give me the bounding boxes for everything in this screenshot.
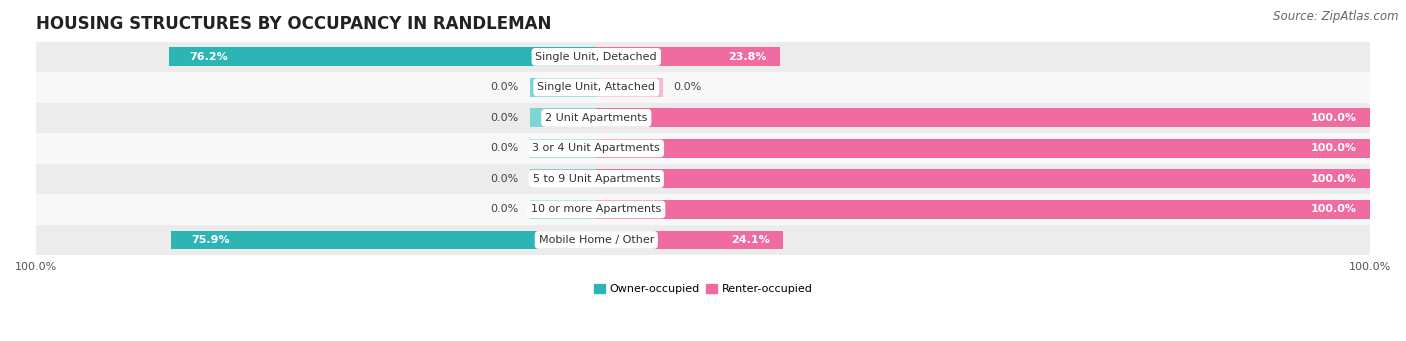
- Bar: [596, 169, 1369, 188]
- Text: Mobile Home / Other: Mobile Home / Other: [538, 235, 654, 245]
- Bar: [37, 72, 1369, 103]
- Text: 23.8%: 23.8%: [728, 52, 768, 62]
- Text: Single Unit, Attached: Single Unit, Attached: [537, 83, 655, 92]
- Bar: [530, 108, 596, 128]
- Text: Source: ZipAtlas.com: Source: ZipAtlas.com: [1274, 10, 1399, 23]
- Bar: [37, 225, 1369, 255]
- Bar: [530, 200, 596, 219]
- Bar: [37, 164, 1369, 194]
- Text: 24.1%: 24.1%: [731, 235, 769, 245]
- Text: 100.0%: 100.0%: [1310, 144, 1357, 153]
- Bar: [530, 139, 596, 158]
- Bar: [596, 139, 1369, 158]
- Text: 100.0%: 100.0%: [1310, 174, 1357, 184]
- Text: 100.0%: 100.0%: [1310, 113, 1357, 123]
- Text: 0.0%: 0.0%: [491, 113, 519, 123]
- Bar: [530, 169, 596, 188]
- Bar: [37, 42, 1369, 72]
- Text: 75.9%: 75.9%: [191, 235, 229, 245]
- Text: Single Unit, Detached: Single Unit, Detached: [536, 52, 657, 62]
- Text: 76.2%: 76.2%: [190, 52, 228, 62]
- Text: 0.0%: 0.0%: [673, 83, 702, 92]
- Bar: [37, 103, 1369, 133]
- Legend: Owner-occupied, Renter-occupied: Owner-occupied, Renter-occupied: [589, 280, 817, 299]
- Bar: [170, 47, 596, 66]
- Text: 0.0%: 0.0%: [491, 174, 519, 184]
- Text: 0.0%: 0.0%: [491, 83, 519, 92]
- Bar: [37, 194, 1369, 225]
- Text: 10 or more Apartments: 10 or more Apartments: [531, 205, 661, 214]
- Text: 100.0%: 100.0%: [1310, 205, 1357, 214]
- Text: 5 to 9 Unit Apartments: 5 to 9 Unit Apartments: [533, 174, 659, 184]
- Text: HOUSING STRUCTURES BY OCCUPANCY IN RANDLEMAN: HOUSING STRUCTURES BY OCCUPANCY IN RANDL…: [37, 15, 551, 33]
- Bar: [596, 231, 783, 249]
- Bar: [596, 78, 664, 97]
- Bar: [37, 133, 1369, 164]
- Bar: [596, 108, 1369, 128]
- Text: 0.0%: 0.0%: [491, 144, 519, 153]
- Bar: [596, 47, 780, 66]
- Text: 0.0%: 0.0%: [491, 205, 519, 214]
- Text: 3 or 4 Unit Apartments: 3 or 4 Unit Apartments: [533, 144, 661, 153]
- Bar: [172, 231, 596, 249]
- Bar: [530, 78, 596, 97]
- Bar: [596, 200, 1369, 219]
- Text: 2 Unit Apartments: 2 Unit Apartments: [546, 113, 648, 123]
